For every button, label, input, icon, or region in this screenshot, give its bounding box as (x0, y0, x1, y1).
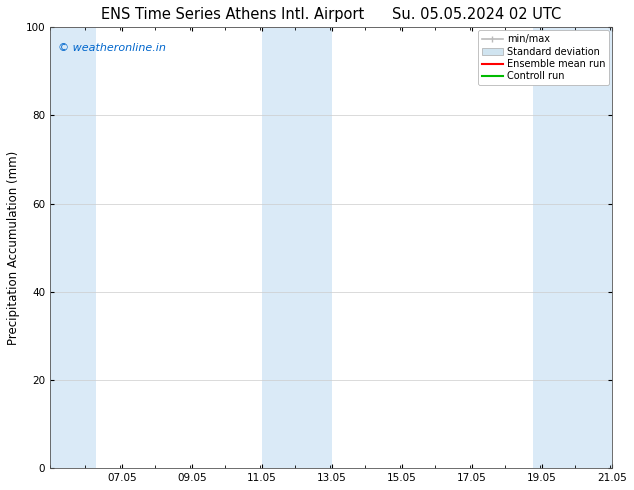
Title: ENS Time Series Athens Intl. Airport      Su. 05.05.2024 02 UTC: ENS Time Series Athens Intl. Airport Su.… (101, 7, 561, 22)
Text: © weatheronline.in: © weatheronline.in (58, 43, 166, 53)
Y-axis label: Precipitation Accumulation (mm): Precipitation Accumulation (mm) (7, 150, 20, 345)
Bar (533, 27, 612, 468)
Legend: min/max, Standard deviation, Ensemble mean run, Controll run: min/max, Standard deviation, Ensemble me… (477, 30, 609, 85)
Bar (262, 27, 332, 468)
Bar (50, 27, 96, 468)
